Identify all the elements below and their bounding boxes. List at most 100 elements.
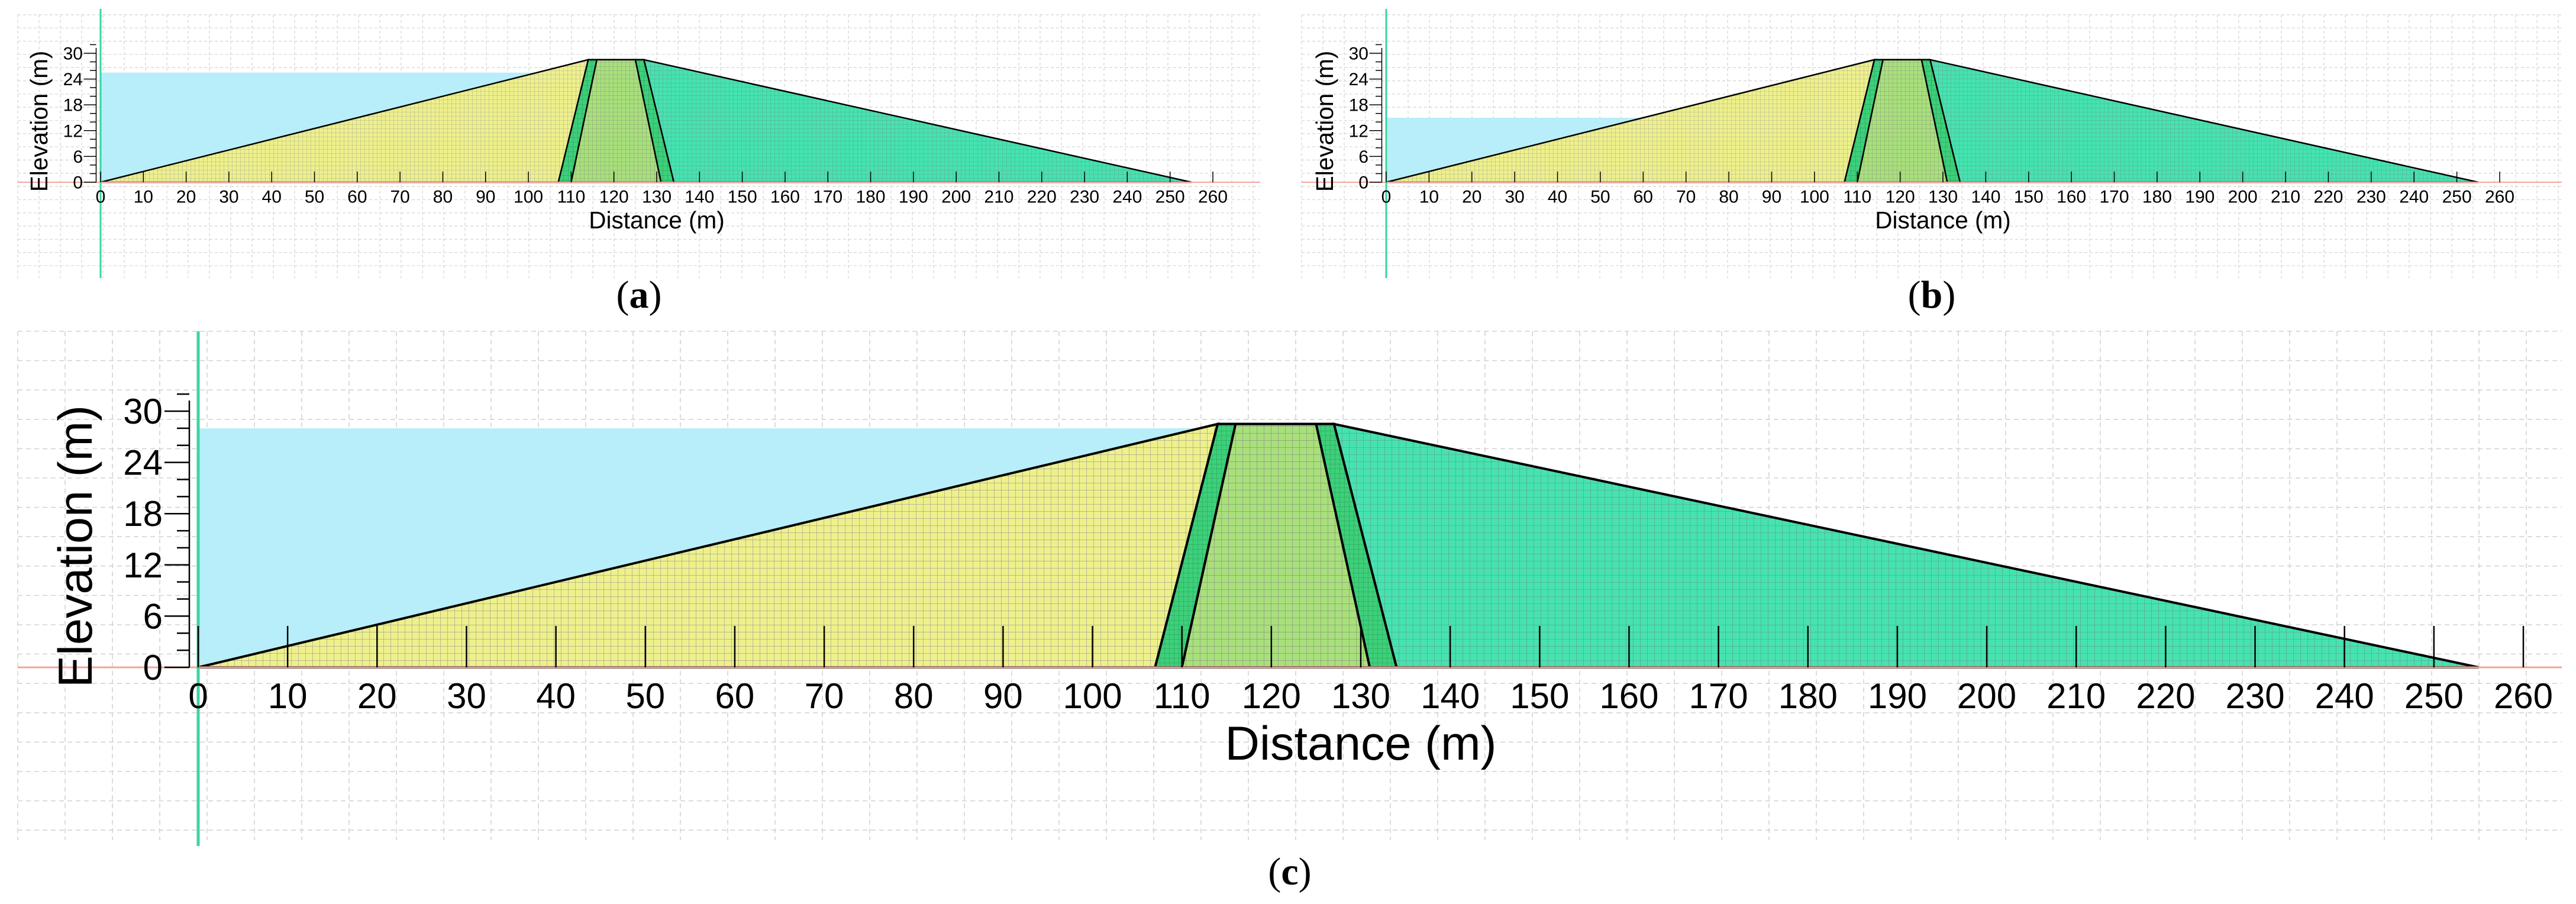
y-tick-label: 12 bbox=[123, 545, 163, 585]
downstream-shell bbox=[1929, 59, 2479, 183]
panel-caption: (a) bbox=[616, 273, 662, 317]
x-tick-label: 60 bbox=[1634, 188, 1653, 207]
x-tick-label: 40 bbox=[536, 676, 576, 716]
background-grid bbox=[17, 331, 2562, 840]
x-axis-title: Distance (m) bbox=[1225, 717, 1496, 770]
x-tick-label: 40 bbox=[1548, 188, 1567, 207]
x-tick-label: 150 bbox=[728, 188, 757, 207]
x-tick-label: 0 bbox=[188, 676, 208, 716]
y-axis-title: Elevation (m) bbox=[1311, 51, 1338, 192]
x-tick-label: 40 bbox=[262, 188, 282, 207]
x-tick-label: 170 bbox=[2100, 188, 2129, 207]
x-tick-label: 20 bbox=[357, 676, 397, 716]
y-tick-label: 18 bbox=[123, 494, 163, 534]
x-tick-label: 50 bbox=[305, 188, 324, 207]
panel-caption: (c) bbox=[1268, 850, 1311, 893]
y-tick-label: 0 bbox=[1358, 173, 1368, 193]
x-tick-label: 160 bbox=[1599, 676, 1658, 716]
x-tick-label: 60 bbox=[347, 188, 367, 207]
x-tick-label: 80 bbox=[894, 676, 934, 716]
x-tick-label: 200 bbox=[941, 188, 971, 207]
x-tick-label: 220 bbox=[2313, 188, 2343, 207]
x-tick-label: 90 bbox=[476, 188, 495, 207]
x-tick-label: 50 bbox=[625, 676, 665, 716]
y-tick-label: 30 bbox=[63, 44, 83, 64]
x-tick-label: 10 bbox=[268, 676, 308, 716]
y-tick-label: 30 bbox=[1349, 44, 1368, 64]
x-tick-label: 20 bbox=[176, 188, 196, 207]
y-axis-title: Elevation (m) bbox=[49, 405, 102, 687]
x-tick-label: 230 bbox=[2357, 188, 2386, 207]
x-tick-label: 220 bbox=[1027, 188, 1057, 207]
x-tick-label: 190 bbox=[2185, 188, 2215, 207]
x-axis-title: Distance (m) bbox=[589, 206, 725, 234]
x-tick-label: 30 bbox=[219, 188, 238, 207]
y-tick-label: 0 bbox=[143, 648, 163, 687]
x-tick-label: 240 bbox=[2315, 676, 2374, 716]
x-tick-label: 210 bbox=[2271, 188, 2300, 207]
x-tick-label: 130 bbox=[1928, 188, 1958, 207]
y-axis-title: Elevation (m) bbox=[25, 51, 53, 192]
x-tick-label: 90 bbox=[1762, 188, 1781, 207]
downstream-shell bbox=[643, 59, 1192, 183]
x-tick-label: 100 bbox=[1063, 676, 1122, 716]
y-tick-label: 24 bbox=[63, 70, 83, 89]
x-tick-label: 160 bbox=[2057, 188, 2086, 207]
x-tick-label: 200 bbox=[2228, 188, 2258, 207]
x-tick-label: 170 bbox=[1689, 676, 1748, 716]
x-tick-label: 230 bbox=[1070, 188, 1099, 207]
x-tick-label: 190 bbox=[899, 188, 928, 207]
x-tick-label: 130 bbox=[642, 188, 672, 207]
x-tick-label: 100 bbox=[1800, 188, 1829, 207]
y-tick-label: 0 bbox=[73, 173, 83, 193]
downstream-shell bbox=[1332, 422, 2479, 669]
x-tick-label: 200 bbox=[1957, 676, 2016, 716]
x-tick-label: 80 bbox=[1719, 188, 1738, 207]
background-grid bbox=[17, 14, 1260, 278]
x-tick-label: 140 bbox=[1421, 676, 1480, 716]
y-tick-label: 24 bbox=[1349, 70, 1368, 89]
x-tick-label: 0 bbox=[96, 188, 106, 207]
x-tick-label: 220 bbox=[2136, 676, 2195, 716]
caption-letter: b bbox=[1921, 273, 1943, 317]
x-tick-label: 250 bbox=[2404, 676, 2464, 716]
x-tick-label: 150 bbox=[2014, 188, 2044, 207]
x-tick-label: 250 bbox=[2442, 188, 2472, 207]
x-tick-label: 180 bbox=[1778, 676, 1838, 716]
y-tick-label: 6 bbox=[143, 596, 163, 636]
x-tick-label: 260 bbox=[1198, 188, 1228, 207]
x-tick-label: 110 bbox=[557, 188, 585, 207]
x-tick-label: 10 bbox=[1419, 188, 1439, 207]
x-tick-label: 30 bbox=[447, 676, 486, 716]
x-tick-label: 120 bbox=[1242, 676, 1301, 716]
x-tick-label: 80 bbox=[433, 188, 453, 207]
x-tick-label: 60 bbox=[715, 676, 755, 716]
x-tick-label: 150 bbox=[1510, 676, 1569, 716]
x-tick-label: 230 bbox=[2225, 676, 2284, 716]
x-tick-label: 140 bbox=[685, 188, 714, 207]
x-tick-label: 70 bbox=[1676, 188, 1696, 207]
x-axis-title: Distance (m) bbox=[1875, 206, 2011, 234]
x-tick-label: 170 bbox=[813, 188, 842, 207]
y-tick-label: 18 bbox=[63, 96, 83, 115]
y-tick-label: 18 bbox=[1349, 96, 1368, 115]
y-tick-label: 30 bbox=[123, 392, 163, 431]
panel-caption: (b) bbox=[1908, 273, 1956, 317]
x-tick-label: 10 bbox=[134, 188, 153, 207]
x-tick-label: 180 bbox=[856, 188, 886, 207]
y-tick-label: 12 bbox=[63, 121, 83, 141]
x-tick-label: 210 bbox=[984, 188, 1013, 207]
x-tick-label: 110 bbox=[1843, 188, 1871, 207]
x-tick-label: 50 bbox=[1590, 188, 1610, 207]
x-tick-label: 140 bbox=[1971, 188, 2000, 207]
panel-a: 0 6 12 18 24 30 0 10 20 30 40 50 60 70 80 90 100 110 120 13… bbox=[17, 9, 1260, 317]
x-tick-label: 20 bbox=[1462, 188, 1481, 207]
x-tick-label: 30 bbox=[1505, 188, 1524, 207]
caption-letter: c bbox=[1281, 850, 1298, 893]
y-tick-label: 12 bbox=[1349, 121, 1368, 141]
x-tick-label: 0 bbox=[1381, 188, 1392, 207]
x-tick-label: 70 bbox=[805, 676, 844, 716]
y-tick-label: 24 bbox=[123, 443, 163, 483]
caption-letter: a bbox=[630, 273, 649, 317]
